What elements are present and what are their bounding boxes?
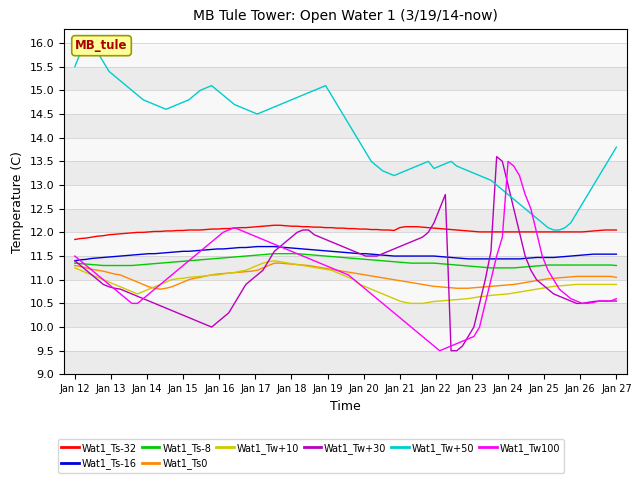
- Text: MB_tule: MB_tule: [76, 39, 128, 52]
- Bar: [64, 232, 627, 256]
- Bar: [64, 43, 627, 67]
- Bar: [64, 161, 627, 185]
- Bar: [64, 351, 627, 374]
- Y-axis label: Temperature (C): Temperature (C): [11, 151, 24, 252]
- X-axis label: Time: Time: [330, 400, 361, 413]
- Legend: Wat1_Ts-32, Wat1_Ts-16, Wat1_Ts-8, Wat1_Ts0, Wat1_Tw+10, Wat1_Tw+30, Wat1_Tw+50,: Wat1_Ts-32, Wat1_Ts-16, Wat1_Ts-8, Wat1_…: [58, 439, 564, 473]
- Bar: [64, 185, 627, 209]
- Bar: [64, 67, 627, 90]
- Title: MB Tule Tower: Open Water 1 (3/19/14-now): MB Tule Tower: Open Water 1 (3/19/14-now…: [193, 10, 498, 24]
- Bar: [64, 280, 627, 303]
- Bar: [64, 114, 627, 138]
- Bar: [64, 90, 627, 114]
- Bar: [64, 327, 627, 351]
- Bar: [64, 138, 627, 161]
- Bar: [64, 303, 627, 327]
- Bar: [64, 256, 627, 280]
- Bar: [64, 209, 627, 232]
